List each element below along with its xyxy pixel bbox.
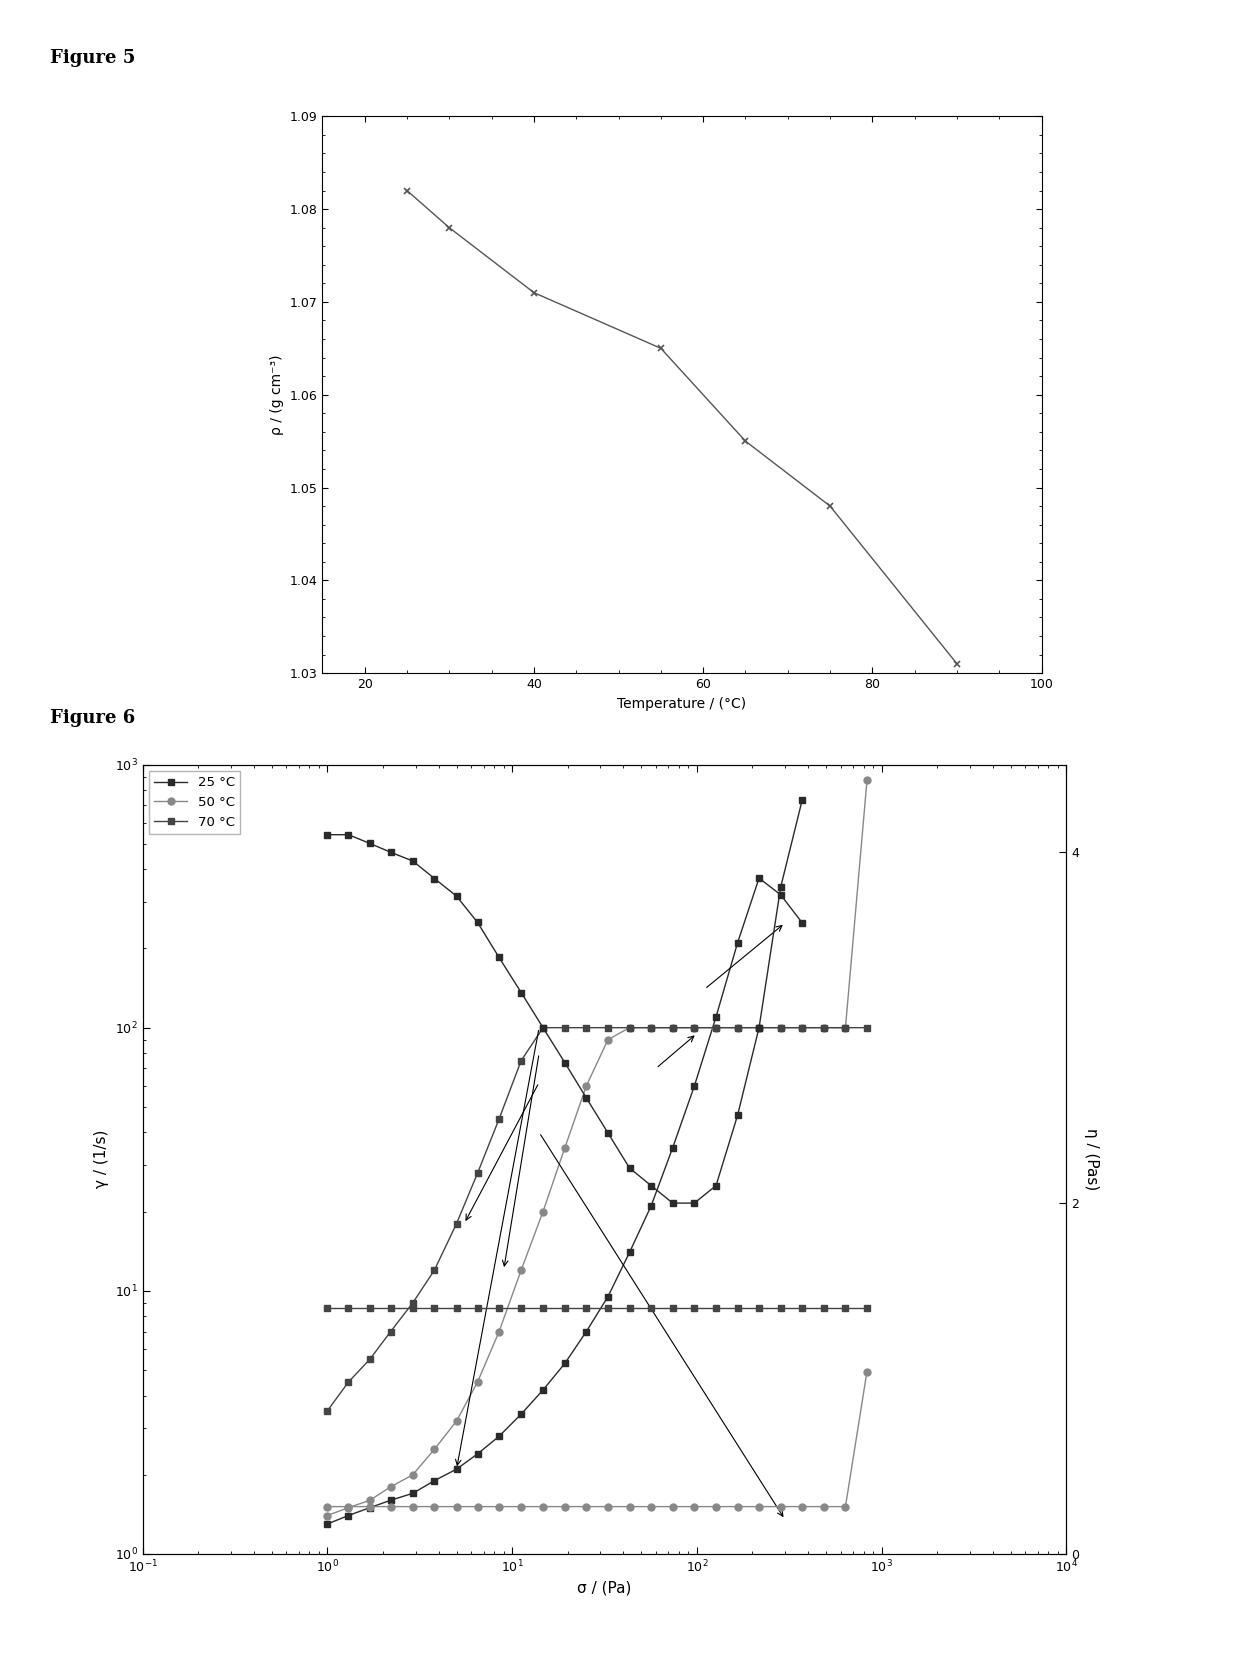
Y-axis label: η / (Pas): η / (Pas) (1084, 1128, 1099, 1190)
25 °C (730, 932, 745, 952)
25 °C (751, 868, 766, 888)
70 °C (774, 1017, 789, 1037)
50 °C (838, 1017, 853, 1037)
50 °C (600, 1030, 615, 1050)
70 °C (687, 1017, 702, 1037)
X-axis label: Temperature / (°C): Temperature / (°C) (618, 696, 746, 711)
70 °C (470, 1163, 485, 1183)
25 °C (644, 1197, 658, 1217)
50 °C (751, 1017, 766, 1037)
70 °C (838, 1017, 853, 1037)
Y-axis label: ρ / (g cm⁻³): ρ / (g cm⁻³) (270, 354, 284, 435)
25 °C (579, 1321, 594, 1341)
50 °C (427, 1439, 441, 1459)
50 °C (644, 1017, 658, 1037)
25 °C (795, 912, 810, 932)
70 °C (536, 1017, 551, 1037)
70 °C (600, 1017, 615, 1037)
70 °C (751, 1017, 766, 1037)
50 °C (362, 1491, 377, 1511)
25 °C (427, 1471, 441, 1491)
50 °C (536, 1202, 551, 1222)
50 °C (816, 1017, 831, 1037)
25 °C (405, 1484, 420, 1504)
70 °C (513, 1050, 528, 1070)
25 °C (687, 1075, 702, 1095)
50 °C (470, 1373, 485, 1393)
50 °C (320, 1506, 335, 1526)
Legend: 25 °C, 50 °C, 70 °C: 25 °C, 50 °C, 70 °C (149, 771, 241, 834)
50 °C (383, 1478, 398, 1497)
50 °C (449, 1411, 464, 1431)
70 °C (708, 1017, 723, 1037)
70 °C (405, 1293, 420, 1313)
Line: 70 °C: 70 °C (324, 1024, 870, 1414)
70 °C (427, 1260, 441, 1280)
70 °C (558, 1017, 573, 1037)
50 °C (405, 1464, 420, 1484)
70 °C (362, 1350, 377, 1369)
70 °C (341, 1373, 356, 1393)
70 °C (644, 1017, 658, 1037)
25 °C (383, 1491, 398, 1511)
50 °C (730, 1017, 745, 1037)
25 °C (708, 1007, 723, 1027)
70 °C (816, 1017, 831, 1037)
50 °C (687, 1017, 702, 1037)
50 °C (491, 1321, 506, 1341)
25 °C (513, 1404, 528, 1424)
70 °C (666, 1017, 681, 1037)
25 °C (491, 1426, 506, 1446)
25 °C (362, 1497, 377, 1517)
25 °C (600, 1286, 615, 1306)
50 °C (622, 1017, 637, 1037)
Text: Figure 5: Figure 5 (50, 50, 135, 66)
70 °C (579, 1017, 594, 1037)
25 °C (666, 1138, 681, 1158)
50 °C (666, 1017, 681, 1037)
50 °C (558, 1138, 573, 1158)
Y-axis label: γ / (1/s): γ / (1/s) (94, 1130, 109, 1188)
50 °C (579, 1075, 594, 1095)
25 °C (622, 1243, 637, 1263)
50 °C (859, 771, 874, 791)
25 °C (449, 1459, 464, 1479)
25 °C (470, 1444, 485, 1464)
50 °C (513, 1260, 528, 1280)
70 °C (859, 1017, 874, 1037)
25 °C (774, 884, 789, 904)
70 °C (622, 1017, 637, 1037)
Line: 50 °C: 50 °C (324, 776, 870, 1519)
50 °C (341, 1497, 356, 1517)
25 °C (558, 1353, 573, 1373)
70 °C (320, 1401, 335, 1421)
Text: Figure 6: Figure 6 (50, 710, 135, 726)
50 °C (795, 1017, 810, 1037)
70 °C (383, 1321, 398, 1341)
50 °C (708, 1017, 723, 1037)
70 °C (449, 1213, 464, 1233)
70 °C (730, 1017, 745, 1037)
25 °C (341, 1506, 356, 1526)
50 °C (774, 1017, 789, 1037)
70 °C (491, 1109, 506, 1128)
25 °C (536, 1379, 551, 1399)
25 °C (320, 1514, 335, 1534)
X-axis label: σ / (Pa): σ / (Pa) (578, 1581, 631, 1596)
Line: 25 °C: 25 °C (324, 874, 806, 1527)
70 °C (795, 1017, 810, 1037)
